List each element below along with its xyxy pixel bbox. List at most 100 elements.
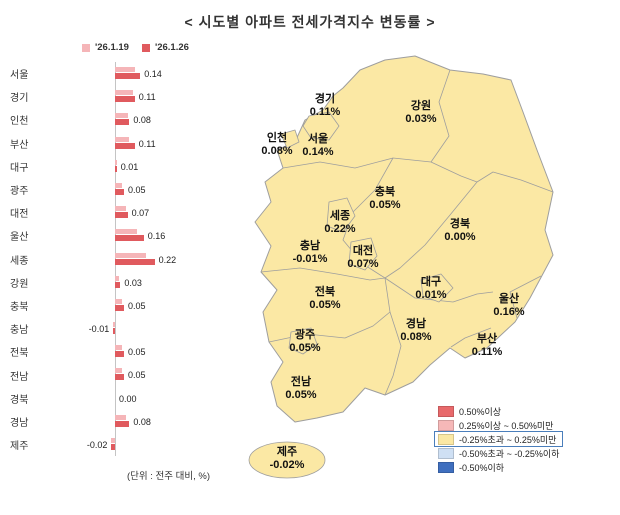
bar-curr [111, 444, 115, 450]
bar-prev [115, 113, 128, 119]
map-legend-swatch [438, 433, 454, 445]
bar-prev [115, 136, 130, 142]
bar-value-label: 0.08 [133, 416, 151, 427]
bar-curr [115, 142, 135, 149]
bar-row: 경북 0.00 [10, 386, 224, 411]
bar-row-label: 전북 [10, 348, 29, 360]
bar-row: 인천 0.08 [10, 108, 224, 132]
bar-curr [115, 258, 155, 265]
bar-row-label: 대구 [10, 162, 29, 174]
bar-row-label: 충북 [10, 301, 29, 313]
region-value: 0.07% [347, 258, 379, 270]
map-legend-label: 0.25%이상 ~ 0.50%미만 [459, 420, 554, 431]
bar-value-label: 0.16 [147, 231, 166, 242]
region-name: 대구 [420, 275, 442, 288]
bar-curr [115, 188, 124, 195]
map-region-label: 충북 0.05% [369, 186, 400, 212]
bar-value-label: 0.14 [144, 69, 162, 79]
bar-row-label: 경남 [10, 417, 29, 429]
bar-value-label: 0.11 [138, 138, 156, 149]
bar-row-label: 충남 [10, 325, 29, 337]
bar-curr [115, 281, 121, 288]
bar-row: 대구 0.01 [10, 154, 224, 179]
bar-row-label: 세종 [10, 255, 29, 267]
bar-curr [115, 374, 124, 381]
region-name: 경기 [314, 92, 336, 105]
bar-row: 경남 0.08 [10, 409, 224, 434]
map-region-label: 제주 -0.02% [270, 446, 305, 472]
region-name: 울산 [498, 292, 520, 305]
bar-prev [115, 182, 123, 188]
region-name: 강원 [410, 99, 432, 112]
region-value: 0.11% [471, 346, 503, 358]
bar-track: 0.03 [82, 270, 224, 295]
bar-value-label: 0.00 [119, 393, 137, 404]
map-region-label: 울산 0.16% [493, 293, 524, 319]
bar-value-label: 0.05 [128, 347, 146, 358]
region-value: 0.05% [369, 199, 401, 211]
map-legend-swatch [438, 405, 454, 417]
region-value: 0.22% [324, 223, 356, 235]
bar-track: -0.02 [82, 433, 224, 457]
bar-curr [115, 235, 144, 242]
bar-row: 부산 0.11 [10, 131, 224, 155]
region-name: 경남 [405, 317, 427, 330]
region-name: 경북 [449, 217, 471, 230]
sejong-shape [326, 197, 356, 233]
bar-rows: 서울 0.14 경기 0.11 인천 0.08 부산 0.11 대구 0.01 광주 0.05 대전 0.… [10, 62, 224, 457]
bar-track: 0.16 [82, 224, 224, 248]
bar-track: 0.11 [82, 85, 224, 109]
region-name: 인천 [266, 131, 288, 144]
region-name: 충북 [374, 185, 396, 198]
bar-curr [113, 328, 115, 335]
bar-track: 0.00 [82, 386, 224, 411]
bar-curr [115, 351, 124, 358]
map-region-label: 인천 0.08% [261, 132, 292, 158]
map-legend: 0.50%이상 0.25%이상 ~ 0.50%미만 -0.25%초과 ~ 0.25%… [433, 404, 564, 474]
bar-track: 0.01 [82, 154, 224, 179]
bar-row: 서울 0.14 [10, 62, 224, 86]
bar-chart: '26.1.19 '26.1.26 서울 0.14 경기 0.11 인천 0.08 부산 0.… [10, 42, 224, 482]
bar-curr [115, 165, 117, 172]
map-legend-swatch [438, 447, 454, 459]
unit-note: (단위 : 전주 대비, %) [126, 471, 210, 483]
region-value: 0.05% [309, 299, 341, 311]
map-legend-item: 0.25%이상 ~ 0.50%미만 [435, 418, 562, 432]
bar-track: 0.05 [82, 340, 224, 364]
bar-prev [115, 229, 137, 235]
bar-track: 0.08 [82, 108, 224, 132]
bar-value-label: -0.02 [86, 440, 108, 450]
bar-curr [115, 119, 130, 126]
map-legend-swatch [438, 419, 454, 431]
bar-row: 세종 0.22 [10, 247, 224, 271]
bar-row-label: 서울 [10, 70, 29, 82]
bar-prev [115, 252, 146, 258]
region-name: 서울 [307, 132, 329, 145]
map-legend-item: 0.50%이상 [435, 404, 562, 418]
map-region-label: 세종 0.22% [324, 210, 355, 236]
region-value: 0.05% [289, 342, 321, 354]
bar-row-label: 경북 [10, 394, 29, 406]
bar-row-label: 울산 [10, 232, 29, 244]
region-name: 충남 [299, 239, 321, 252]
korea-map: 경기 0.11% 강원 0.03% 인천 0.08% 서울 0.14% 충북 0.05% 세종 0.2… [225, 50, 617, 512]
bar-curr [115, 212, 128, 219]
bar-track: 0.05 [82, 363, 224, 387]
bar-value-label: 0.22 [158, 254, 177, 265]
bar-row-label: 부산 [10, 139, 29, 151]
bar-row-label: 전남 [10, 371, 29, 383]
map-region-label: 대구 0.01% [415, 276, 446, 302]
map-region-label: 전남 0.05% [285, 376, 316, 402]
bar-row: 제주 -0.02 [10, 433, 224, 457]
bar-curr [115, 96, 135, 103]
bar-value-label: 0.11 [138, 92, 156, 103]
region-name: 전북 [314, 285, 336, 298]
legend-swatch-prev [82, 43, 90, 52]
bar-prev [115, 345, 123, 351]
bar-track: 0.05 [82, 293, 224, 318]
bar-row-label: 대전 [10, 209, 29, 221]
region-name: 광주 [294, 328, 316, 341]
daegu-shape [420, 273, 454, 303]
region-name: 전남 [290, 375, 312, 388]
